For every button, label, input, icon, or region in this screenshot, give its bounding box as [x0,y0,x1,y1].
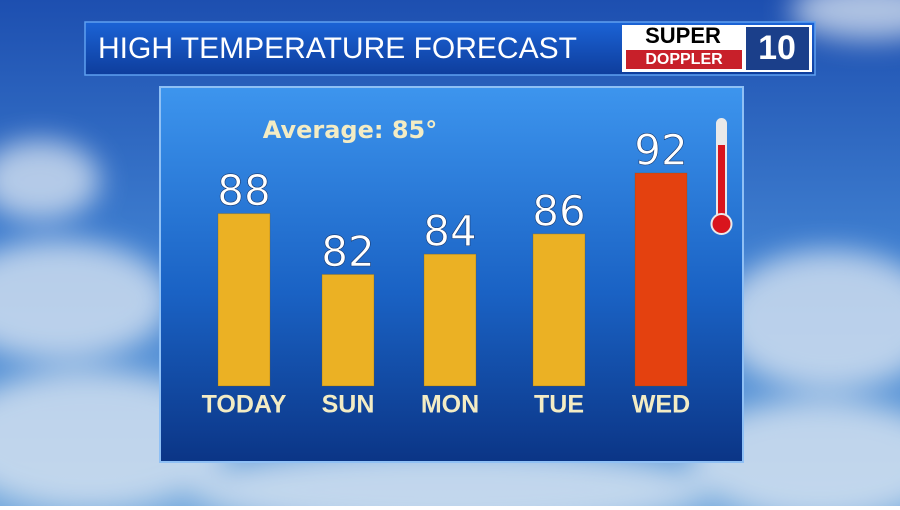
chart-title: HIGH TEMPERATURE FORECAST [98,32,577,65]
bar [532,233,586,387]
value-label: 88 [217,166,270,215]
value-label: 84 [423,207,476,256]
annotation: Average: 85° [263,116,437,144]
bar [423,253,477,387]
logo: SUPER DOPPLER 10 [622,23,812,72]
logo-band [626,50,742,69]
x-tick-label: WED [632,391,690,419]
bar [634,172,688,387]
x-tick-label: TODAY [202,391,287,419]
logo-text: SUPER [645,23,721,48]
bars: 88 TODAY 82 SUN 84 MON 86 TUE 92 WED [202,125,691,419]
logo-number: 10 [758,29,796,67]
x-tick-label: SUN [322,391,375,419]
bar [217,213,271,387]
value-label: 82 [321,227,374,276]
thermometer-bulb [710,213,733,235]
x-tick-label: TUE [534,391,584,419]
thermometer-mercury [718,145,725,220]
logo-text: DOPPLER [645,51,723,68]
logo-badge [746,27,809,70]
value-label: 92 [634,126,687,175]
value-label: 86 [532,186,585,235]
bar [321,273,375,387]
thermometer [710,118,733,235]
x-tick-label: MON [421,391,479,419]
